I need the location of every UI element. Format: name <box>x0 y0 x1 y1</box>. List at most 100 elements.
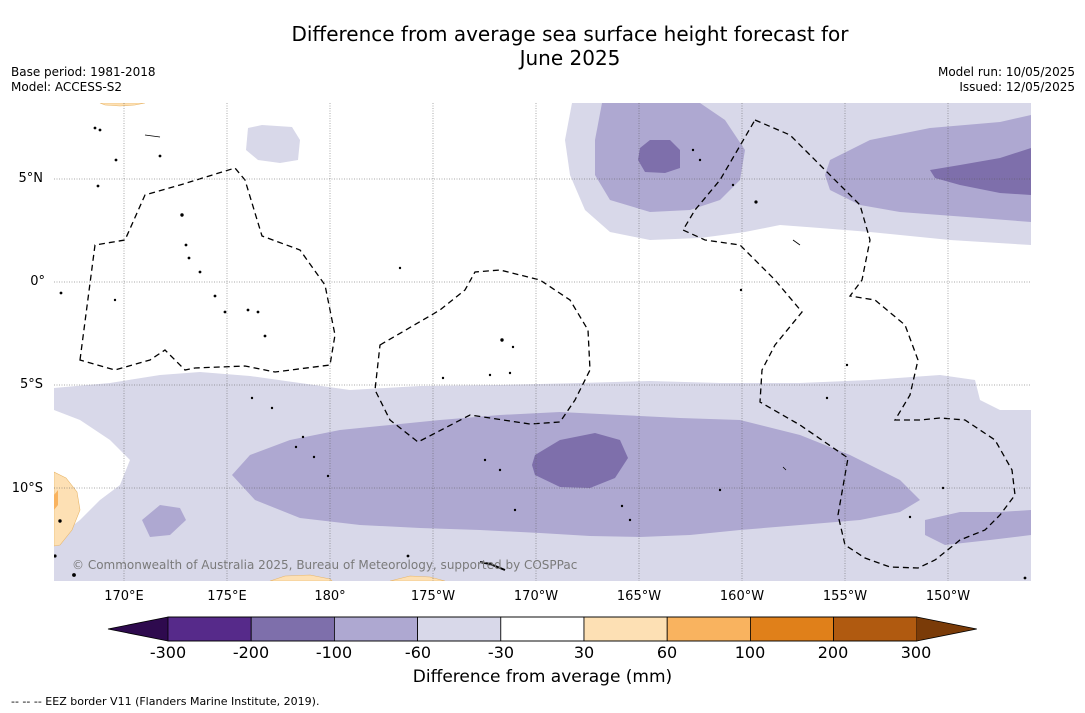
map-title: Difference from average sea surface heig… <box>170 22 970 70</box>
positive-patch-bottom-1 <box>269 574 333 581</box>
map-title-line2: June 2025 <box>519 46 621 70</box>
island <box>620 504 624 508</box>
lon-label-165w: 165°W <box>616 589 662 604</box>
island <box>718 488 722 492</box>
lon-label-150w: 150°W <box>925 589 971 604</box>
island <box>246 308 250 312</box>
anomaly-core-north-east <box>930 148 1031 195</box>
island <box>213 294 217 298</box>
lon-label-175e: 175°E <box>207 589 247 604</box>
map-plot-area <box>54 103 1031 581</box>
island <box>754 200 758 204</box>
island <box>1023 576 1027 580</box>
anomaly-region-north-east <box>825 115 1031 222</box>
base-period-text: Base period: 1981-2018 <box>11 65 156 79</box>
positive-patch-bottom-2 <box>389 575 446 581</box>
island <box>256 310 260 314</box>
lon-label-160w: 160°W <box>719 589 765 604</box>
colorbar-tick: -300 <box>149 643 187 662</box>
colorbar-title: Difference from average (mm) <box>412 667 673 687</box>
eez-border-west <box>79 167 336 373</box>
island <box>223 310 227 314</box>
island <box>187 256 191 260</box>
lon-label-175w: 175°W <box>410 589 456 604</box>
island <box>825 396 829 400</box>
island <box>301 435 305 439</box>
island <box>488 373 492 377</box>
colorbar-tick: 60 <box>656 643 678 662</box>
island <box>398 266 402 270</box>
island <box>691 148 695 152</box>
island <box>792 239 801 246</box>
colorbar-tick: 30 <box>573 643 595 662</box>
colorbar-tick: -200 <box>232 643 270 662</box>
lon-label-170w: 170°W <box>513 589 559 604</box>
colorbar-tick: -100 <box>315 643 353 662</box>
lon-label-155w: 155°W <box>822 589 868 604</box>
island <box>114 158 118 162</box>
anomaly-core-south <box>532 433 628 488</box>
island <box>845 363 849 367</box>
island <box>98 128 102 132</box>
island <box>263 334 267 338</box>
anomaly-band-positive <box>54 103 446 581</box>
map-title-line1: Difference from average sea surface heig… <box>291 22 849 46</box>
island <box>59 291 63 295</box>
positive-patch-west <box>54 471 81 547</box>
island <box>54 554 57 558</box>
island <box>144 134 161 138</box>
island <box>698 158 702 162</box>
islands <box>54 126 1027 580</box>
anomaly-region-small-north <box>246 125 300 163</box>
lat-label-5s: 5°S <box>19 377 43 392</box>
colorbar-tick: 100 <box>734 643 766 662</box>
meta-left: Base period: 1981-2018 Model: ACCESS-S2 <box>11 65 156 95</box>
anomaly-region-south-west <box>142 505 186 537</box>
island <box>479 561 506 571</box>
copyright-text: © Commonwealth of Australia 2025, Bureau… <box>72 558 578 572</box>
island <box>406 554 410 558</box>
colorbar-tick: -30 <box>487 643 515 662</box>
colorbar-tick: 200 <box>817 643 849 662</box>
island <box>158 154 162 158</box>
positive-core-west <box>54 490 58 510</box>
island <box>294 445 298 449</box>
island <box>72 573 76 577</box>
model-text: Model: ACCESS-S2 <box>11 80 123 94</box>
lat-label-10s: 10°S <box>11 481 43 496</box>
island <box>483 458 487 462</box>
island <box>628 518 632 522</box>
island <box>498 468 502 472</box>
colorbar-tick: 300 <box>900 643 932 662</box>
island <box>184 243 188 247</box>
colorbar-tick: -60 <box>404 643 432 662</box>
positive-patch-top <box>99 103 146 107</box>
eez-border-center <box>374 269 591 443</box>
island <box>782 466 787 471</box>
island <box>731 183 735 187</box>
meta-right: Model run: 10/05/2025 Issued: 12/05/2025 <box>938 65 1075 95</box>
island <box>513 508 517 512</box>
island <box>113 298 117 302</box>
lon-label-180: 180° <box>314 589 346 604</box>
eez-borders <box>79 119 1016 569</box>
model-run-text: Model run: 10/05/2025 <box>937 65 1075 79</box>
island <box>250 396 254 400</box>
island <box>96 184 100 188</box>
island <box>180 213 184 217</box>
island <box>511 345 515 349</box>
island <box>58 519 62 523</box>
island <box>739 288 743 292</box>
lat-label-5n: 5°N <box>18 171 44 186</box>
island <box>441 376 445 380</box>
island <box>500 338 504 342</box>
eez-footnote: -- -- -- EEZ border V11 (Flanders Marine… <box>11 695 320 708</box>
island <box>508 371 512 375</box>
island <box>270 406 274 410</box>
anomaly-band-200-100 <box>532 140 1031 488</box>
issued-text: Issued: 12/05/2025 <box>959 80 1075 94</box>
gridlines <box>54 103 1031 581</box>
anomaly-region-south-east <box>925 510 1031 545</box>
lon-label-170e: 170°E <box>104 589 144 604</box>
